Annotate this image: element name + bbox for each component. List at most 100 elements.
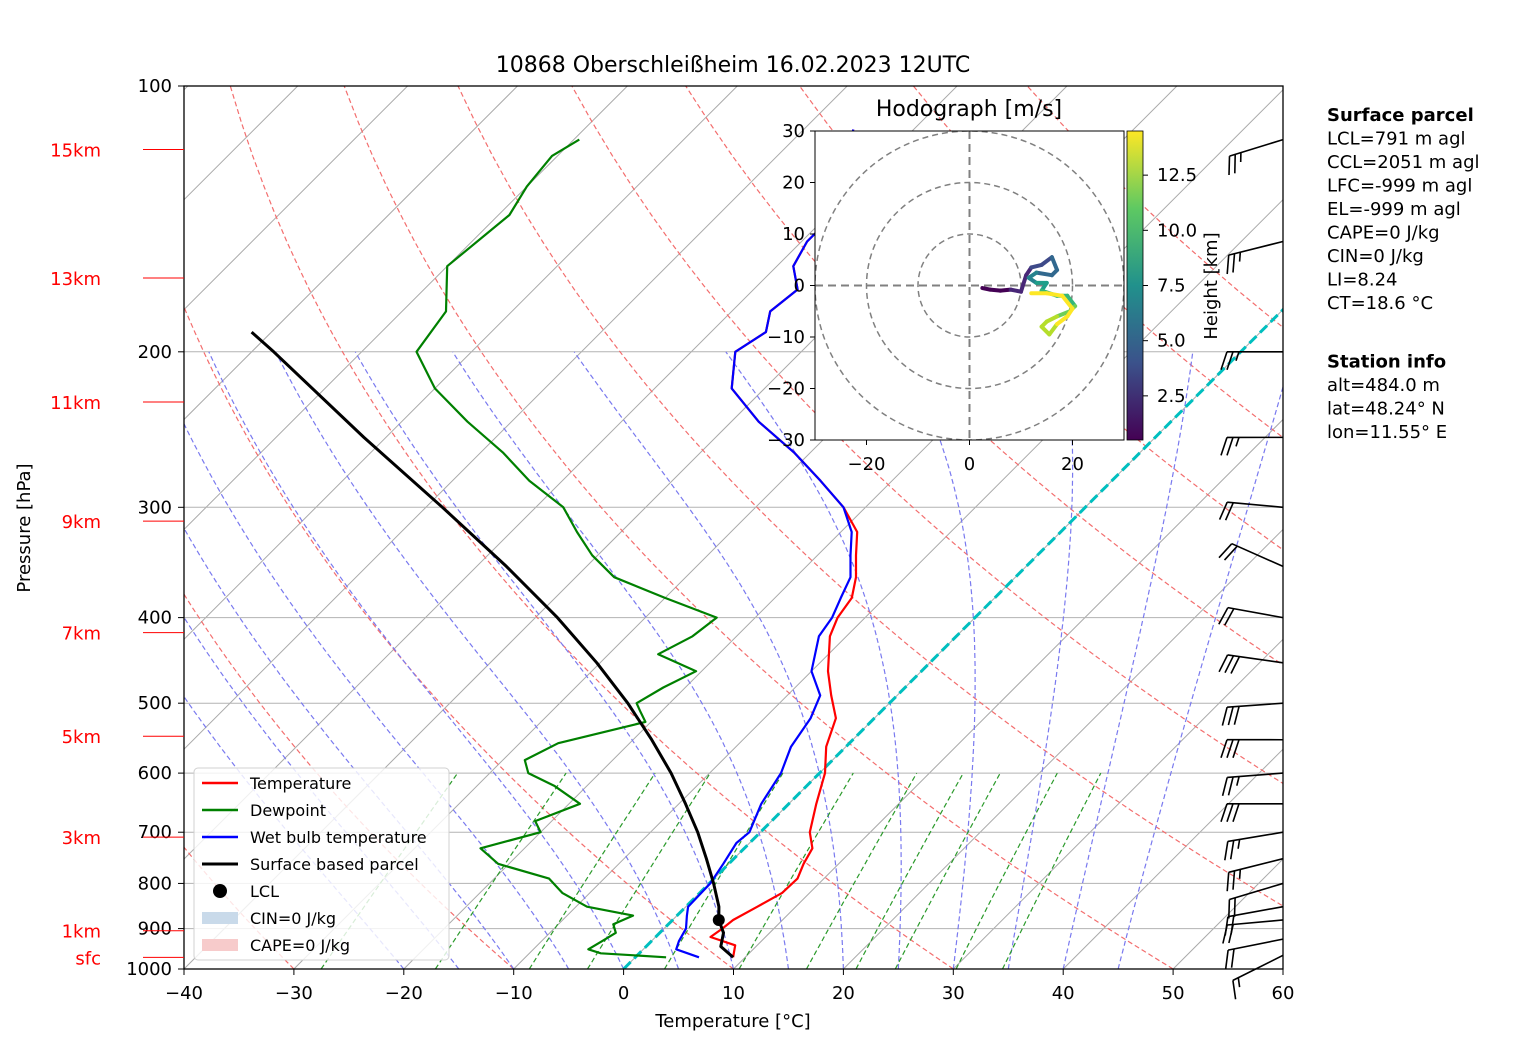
dry-adiabat-line	[343, 86, 1174, 969]
colorbar-tick-label: 5.0	[1157, 331, 1186, 352]
wind-barb-staff	[1227, 831, 1284, 843]
wind-barb-staff	[1227, 919, 1284, 926]
colorbar-tick-label: 2.5	[1157, 386, 1186, 407]
wind-barb-flag	[1233, 706, 1240, 725]
hodograph-segment	[1034, 270, 1054, 278]
wind-barb-flag	[1221, 777, 1228, 796]
wind-barb-half-flag	[1237, 839, 1241, 849]
height-tick-label: 15km	[50, 140, 101, 161]
side-panel-line: LFC=-999 m agl	[1327, 176, 1472, 197]
hodograph-segment	[1055, 309, 1072, 319]
side-panel-line: alt=484.0 m	[1327, 375, 1440, 396]
lcl-marker	[712, 913, 725, 926]
mixing-ratio-line	[434, 772, 567, 969]
wind-barb	[1224, 938, 1284, 970]
colorbar-tick-label: 7.5	[1157, 276, 1186, 297]
hodograph-y-tick-label: 10	[782, 224, 805, 245]
y-tick-label: 100	[138, 76, 172, 97]
side-panel-line: CCL=2051 m agl	[1327, 152, 1480, 173]
wet-bulb-line	[675, 129, 855, 959]
wind-barb-flag	[1224, 949, 1229, 970]
hodograph-y-tick-label: −30	[767, 430, 805, 451]
wind-barb	[1224, 831, 1284, 861]
isotherm-line	[184, 86, 518, 421]
wind-barb-flag	[1220, 803, 1228, 823]
wind-barb-flag	[1232, 980, 1237, 1000]
zero-isotherm-line	[622, 307, 1283, 969]
moist-adiabat-line	[1062, 351, 1194, 969]
y-tick-label: 300	[138, 497, 172, 518]
moist-adiabat-line	[725, 351, 902, 969]
side-panel-line: lat=48.24° N	[1327, 399, 1445, 420]
y-tick-label: 700	[138, 822, 172, 843]
wind-barb-flag	[1232, 253, 1236, 273]
x-tick-label: 60	[1272, 983, 1295, 1004]
legend-label: Surface based parcel	[250, 855, 419, 874]
wind-barb-flag	[1218, 607, 1229, 625]
mixing-ratio-line	[855, 772, 964, 969]
wind-barb-flag	[1230, 948, 1235, 968]
hodograph-x-tick-label: −20	[848, 454, 886, 475]
isotherm-line	[1062, 748, 1283, 969]
side-panel-line: CAPE=0 J/kg	[1327, 223, 1440, 244]
mixing-ratio-line	[805, 772, 918, 969]
hodograph-segment	[1065, 293, 1078, 309]
dewpoint-line	[415, 138, 718, 959]
colorbar-label: Height [km]	[1201, 232, 1222, 339]
wind-barb-flag	[1228, 156, 1231, 176]
wind-barb	[1220, 350, 1284, 371]
side-panel-line: EL=-999 m agl	[1327, 199, 1461, 220]
wind-barb-flag	[1230, 915, 1235, 935]
isotherm-line	[184, 86, 628, 531]
wind-barb-flag	[1221, 707, 1228, 726]
wind-barb	[1218, 654, 1284, 674]
x-tick-label: −30	[275, 983, 313, 1004]
x-tick-label: 0	[618, 983, 629, 1004]
legend: Temperature Dewpoint Wet bulb temperature S…	[193, 767, 450, 961]
wind-barb-flag	[1224, 502, 1234, 521]
isotherm-line	[184, 86, 408, 311]
wind-barb	[1221, 702, 1284, 726]
wind-barb-half-flag	[1238, 252, 1242, 262]
wind-barb	[1218, 501, 1284, 521]
legend-label: LCL	[250, 882, 279, 901]
wind-barb	[1224, 905, 1284, 936]
wind-barb-flag	[1232, 803, 1240, 823]
hodograph-x-tick-label: 20	[1061, 454, 1084, 475]
wind-barb-flag	[1220, 739, 1228, 758]
mixing-ratio-line	[894, 772, 1001, 969]
wind-barb	[1218, 542, 1284, 568]
height-tick-label: 13km	[50, 269, 101, 290]
wind-barb-half-flag	[1238, 869, 1242, 879]
height-tick-label: sfc	[75, 948, 101, 969]
legend-label: CIN=0 J/kg	[250, 909, 336, 928]
mixing-ratio-line	[955, 772, 1058, 969]
wind-barb-flag	[1227, 706, 1234, 726]
y-tick-label: 800	[138, 873, 172, 894]
side-panel-line: CT=18.6 °C	[1327, 293, 1433, 314]
moist-adiabat-line	[452, 351, 790, 969]
mixing-ratio-line	[586, 772, 711, 969]
wind-barb-flag	[1232, 870, 1236, 890]
colorbar-tick-label: 12.5	[1157, 165, 1197, 186]
wind-barb-flag	[1227, 776, 1234, 796]
wind-barb-staff	[1227, 702, 1284, 708]
moist-adiabat-line	[208, 351, 625, 969]
legend-swatch	[202, 912, 238, 924]
side-panel-heading: Surface parcel	[1327, 105, 1474, 126]
wind-barb-flag	[1226, 437, 1234, 456]
isotherm-line	[733, 418, 1283, 969]
dry-adiabat-line	[229, 86, 954, 969]
wind-barb	[1228, 882, 1284, 919]
dry-adiabat-line	[571, 86, 1283, 785]
moist-adiabat-line	[900, 351, 976, 969]
wind-barb-flag	[1220, 437, 1228, 456]
wind-barb-flag	[1224, 655, 1235, 674]
wind-barb-staff	[1227, 938, 1284, 951]
wind-barb	[1226, 857, 1284, 892]
side-panel-line: LCL=791 m agl	[1327, 129, 1466, 150]
side-panel-line: LI=8.24	[1327, 270, 1398, 291]
wind-barb	[1220, 802, 1284, 823]
legend-label: Dewpoint	[250, 801, 326, 820]
